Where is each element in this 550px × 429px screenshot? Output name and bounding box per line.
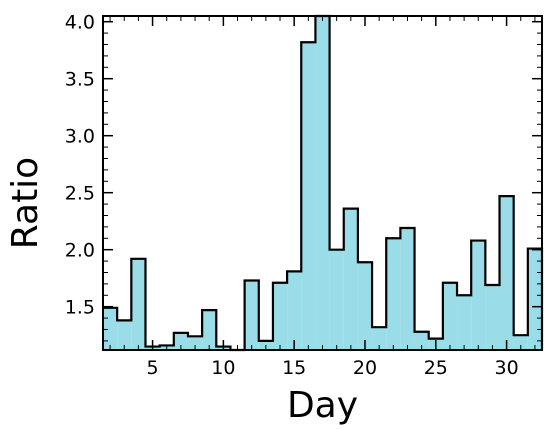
y-tick-label: 3.0 bbox=[65, 126, 95, 148]
bar-day-14 bbox=[272, 282, 288, 350]
y-axis-title: Ratio bbox=[5, 157, 46, 249]
ticks-layer: 5 10 15 20 25 30 1.5 2.0 2.5 3.0 3.5 4.0 bbox=[65, 12, 542, 379]
bar-day-30 bbox=[499, 196, 514, 350]
bar-day-12 bbox=[244, 280, 259, 350]
bar-day-28 bbox=[471, 240, 486, 350]
bars-layer bbox=[103, 16, 542, 350]
bar-day-26 bbox=[442, 282, 458, 350]
y-tick-label: 3.5 bbox=[65, 69, 95, 91]
bar-day-16 bbox=[301, 42, 316, 350]
bar-day-2 bbox=[103, 307, 118, 350]
bar-day-18 bbox=[329, 249, 344, 350]
bar-day-31 bbox=[513, 335, 528, 350]
bar-day-9 bbox=[202, 310, 217, 350]
bar-day-21 bbox=[372, 327, 387, 350]
y-tick-label: 1.5 bbox=[65, 297, 95, 319]
bar-day-23 bbox=[400, 228, 415, 350]
y-tick-label: 2.5 bbox=[65, 183, 95, 205]
bar-day-8 bbox=[187, 336, 203, 350]
bar-day-20 bbox=[357, 262, 373, 350]
bar-day-3 bbox=[117, 320, 132, 350]
x-tick-label: 10 bbox=[211, 357, 235, 379]
bar-day-4 bbox=[131, 258, 146, 350]
bar-day-22 bbox=[386, 238, 401, 350]
x-tick-label: 30 bbox=[495, 357, 519, 379]
bar-day-17 bbox=[315, 16, 330, 350]
x-tick-label: 15 bbox=[282, 357, 306, 379]
bar-day-29 bbox=[485, 285, 500, 350]
bar-day-15 bbox=[287, 271, 302, 350]
bar-day-27 bbox=[457, 295, 472, 350]
x-tick-label: 25 bbox=[424, 357, 448, 379]
bar-day-7 bbox=[173, 332, 188, 350]
bar-day-19 bbox=[343, 208, 358, 350]
bar-day-24 bbox=[414, 331, 429, 350]
bar-day-32 bbox=[527, 248, 542, 350]
x-tick-label: 20 bbox=[353, 357, 377, 379]
x-tick-label: 5 bbox=[147, 357, 159, 379]
y-tick-label: 2.0 bbox=[65, 240, 95, 262]
x-axis-title: Day bbox=[287, 385, 358, 426]
y-tick-label: 4.0 bbox=[65, 12, 95, 34]
